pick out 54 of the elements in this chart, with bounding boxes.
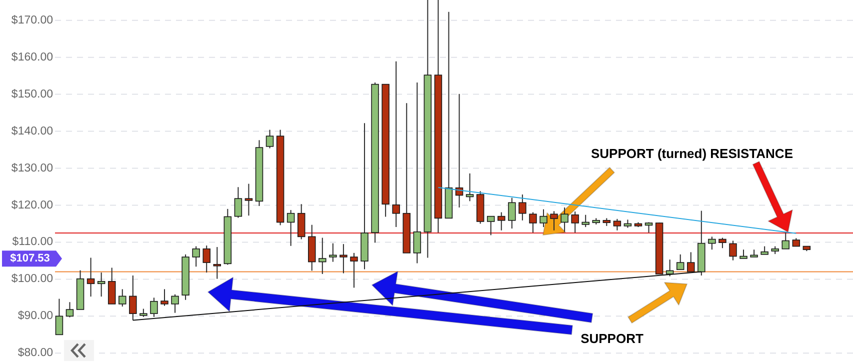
candlestick	[318, 237, 326, 275]
y-tick-label: $160.00	[11, 51, 53, 64]
candlestick	[550, 210, 558, 231]
candlestick	[213, 246, 221, 280]
candlestick	[392, 60, 400, 228]
candlestick	[498, 212, 506, 231]
y-tick-label: $120.00	[11, 199, 53, 212]
candlestick	[676, 254, 684, 270]
candlestick	[413, 82, 422, 264]
y-tick-label: $140.00	[11, 125, 53, 138]
candlestick	[86, 257, 95, 298]
candlestick	[529, 212, 537, 234]
y-tick-label: $110.00	[12, 236, 53, 248]
y-tick-label: $100.00	[11, 273, 53, 286]
candlestick	[244, 183, 253, 216]
candlestick	[718, 237, 726, 249]
candlestick	[644, 222, 653, 234]
candlestick	[582, 214, 590, 228]
candlestick	[613, 218, 622, 231]
y-tick-label: $170.00	[11, 14, 53, 26]
candlestick	[171, 294, 179, 314]
candlestick	[97, 272, 106, 298]
candlestick	[66, 302, 74, 318]
y-tick-label: $130.00	[11, 162, 53, 174]
candlestick	[466, 172, 474, 202]
candlestick	[708, 236, 716, 250]
candlestick	[297, 204, 306, 240]
candlestick	[571, 211, 579, 234]
candlestick	[266, 129, 274, 149]
candlestick	[286, 210, 295, 246]
candlestick	[160, 288, 168, 306]
candlestick	[118, 288, 126, 308]
candlestick	[782, 232, 790, 250]
candlestick	[329, 242, 337, 262]
annotation: SUPPORT (turned) RESISTANCE	[591, 146, 794, 161]
candlestick	[192, 246, 200, 268]
candlestick	[486, 216, 495, 236]
candlestick	[518, 194, 526, 221]
candlestick	[150, 297, 158, 318]
candlestick	[202, 245, 210, 274]
annotation: SUPPORT	[580, 331, 644, 346]
candlestick	[540, 208, 548, 228]
candlestick	[508, 197, 516, 230]
candlestick	[108, 267, 116, 304]
text: $107.53	[10, 252, 50, 265]
candlestick	[350, 252, 358, 288]
candlestick	[729, 240, 737, 261]
candlestick	[340, 244, 348, 274]
y-tick-label: $90.00	[18, 310, 53, 322]
candlestick	[234, 186, 242, 218]
y-tick-label: $150.00	[11, 88, 53, 100]
y-tick-label: $80.00	[18, 347, 53, 360]
candlestick	[55, 298, 64, 336]
candlestick	[560, 206, 568, 232]
